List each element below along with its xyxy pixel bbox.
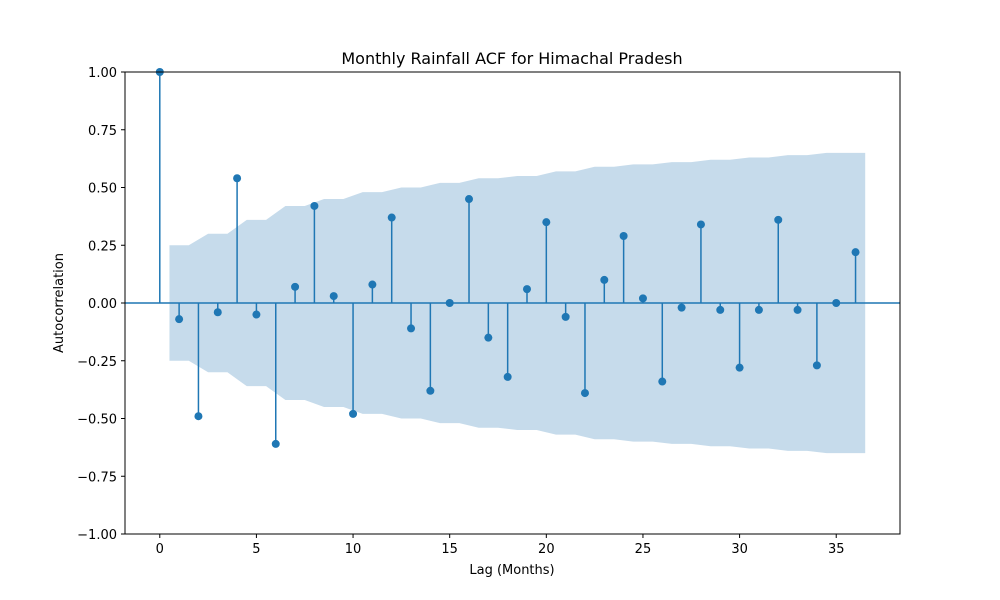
acf-marker-lag-24 bbox=[619, 232, 628, 241]
y-tick-label: 0.00 bbox=[88, 297, 117, 312]
y-tick-label: 1.00 bbox=[88, 66, 117, 81]
acf-marker-lag-26 bbox=[658, 377, 667, 386]
acf-marker-lag-32 bbox=[774, 215, 783, 224]
acf-marker-lag-16 bbox=[465, 195, 474, 204]
acf-marker-lag-25 bbox=[638, 294, 647, 303]
acf-marker-lag-7 bbox=[291, 282, 300, 291]
acf-marker-lag-33 bbox=[793, 305, 802, 314]
acf-marker-lag-34 bbox=[812, 361, 821, 370]
acf-marker-lag-27 bbox=[677, 303, 686, 312]
x-tick-label: 25 bbox=[635, 542, 652, 557]
acf-marker-lag-11 bbox=[368, 280, 377, 289]
x-axis-ticks: 0 5 10 15 20 25 30 35 bbox=[156, 534, 845, 557]
y-tick-label: −0.75 bbox=[77, 470, 117, 485]
y-tick-label: 0.75 bbox=[88, 124, 117, 139]
acf-marker-lag-30 bbox=[735, 363, 744, 372]
y-tick-label: 0.50 bbox=[88, 182, 117, 197]
acf-marker-lag-10 bbox=[349, 409, 358, 418]
acf-marker-lag-9 bbox=[329, 292, 338, 301]
acf-marker-lag-20 bbox=[542, 218, 551, 227]
acf-marker-lag-1 bbox=[175, 315, 184, 324]
acf-marker-lag-3 bbox=[213, 308, 222, 317]
acf-marker-lag-21 bbox=[561, 312, 570, 321]
x-tick-label: 30 bbox=[731, 542, 748, 557]
acf-marker-lag-5 bbox=[252, 310, 261, 319]
acf-marker-lag-22 bbox=[580, 389, 589, 398]
acf-marker-lag-12 bbox=[387, 213, 396, 222]
acf-marker-lag-15 bbox=[445, 299, 454, 307]
acf-marker-lag-4 bbox=[233, 174, 242, 183]
acf-marker-lag-14 bbox=[426, 386, 435, 395]
acf-marker-lag-17 bbox=[484, 333, 493, 342]
acf-marker-lag-31 bbox=[754, 305, 763, 314]
x-tick-label: 20 bbox=[538, 542, 555, 557]
acf-marker-lag-28 bbox=[696, 220, 705, 229]
acf-marker-lag-36 bbox=[851, 248, 860, 257]
acf-marker-lag-8 bbox=[310, 201, 319, 210]
acf-marker-lag-19 bbox=[522, 285, 531, 294]
x-tick-label: 15 bbox=[441, 542, 458, 557]
x-axis-label: Lag (Months) bbox=[469, 563, 554, 578]
x-tick-label: 10 bbox=[345, 542, 362, 557]
acf-marker-lag-35 bbox=[832, 299, 841, 307]
acf-marker-lag-2 bbox=[194, 412, 203, 421]
y-axis-label: Autocorrelation bbox=[52, 253, 67, 353]
acf-marker-lag-6 bbox=[271, 439, 280, 448]
acf-marker-lag-23 bbox=[600, 275, 609, 284]
x-tick-label: 35 bbox=[828, 542, 845, 557]
y-axis-ticks: −1.00 −0.75 −0.50 −0.25 0.00 0.25 0.50 0.75 1.00 bbox=[77, 66, 125, 543]
acf-marker-lag-13 bbox=[407, 324, 416, 333]
x-tick-label: 5 bbox=[252, 542, 260, 557]
y-tick-label: −1.00 bbox=[77, 528, 117, 543]
y-tick-label: −0.25 bbox=[77, 355, 117, 370]
chart-title: Monthly Rainfall ACF for Himachal Prades… bbox=[341, 49, 682, 68]
y-tick-label: −0.50 bbox=[77, 413, 117, 428]
acf-marker-lag-18 bbox=[503, 372, 512, 381]
acf-marker-lag-29 bbox=[716, 305, 725, 314]
x-tick-label: 0 bbox=[156, 542, 164, 557]
y-tick-label: 0.25 bbox=[88, 239, 117, 254]
